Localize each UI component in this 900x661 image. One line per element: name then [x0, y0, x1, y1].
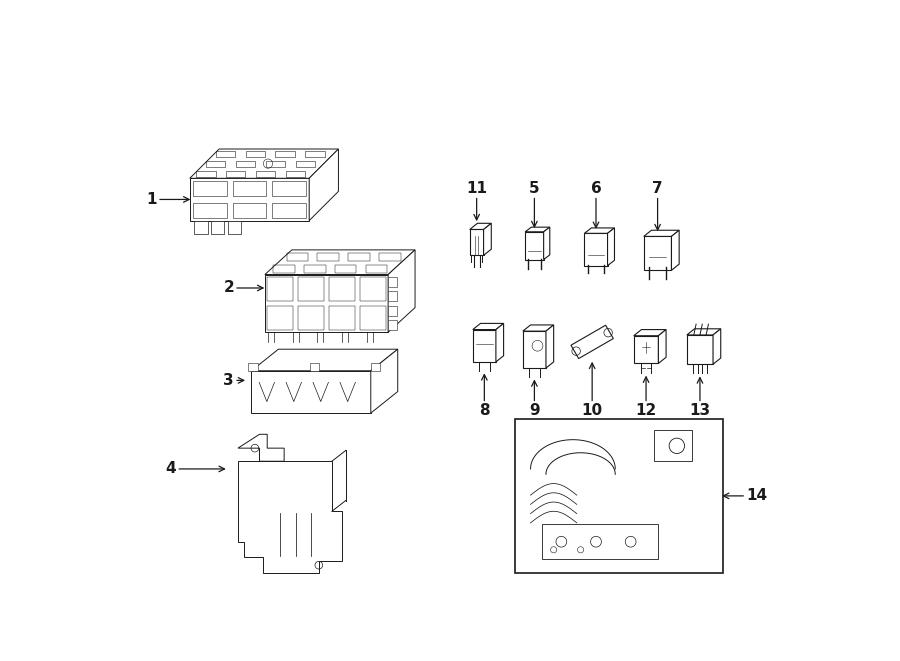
Polygon shape	[713, 329, 721, 364]
Polygon shape	[470, 229, 483, 255]
Polygon shape	[608, 228, 615, 266]
Polygon shape	[644, 237, 671, 270]
Polygon shape	[472, 330, 496, 362]
Polygon shape	[546, 325, 554, 368]
Polygon shape	[644, 230, 680, 237]
Text: 9: 9	[529, 403, 540, 418]
Text: 5: 5	[529, 180, 540, 196]
Text: 11: 11	[466, 180, 487, 196]
Polygon shape	[523, 325, 554, 331]
Polygon shape	[526, 232, 544, 260]
Polygon shape	[238, 461, 342, 573]
Polygon shape	[211, 221, 224, 235]
Polygon shape	[470, 223, 491, 229]
Text: 3: 3	[223, 373, 234, 388]
Polygon shape	[523, 331, 546, 368]
Polygon shape	[388, 277, 397, 287]
Polygon shape	[388, 320, 397, 330]
Polygon shape	[584, 233, 608, 266]
Polygon shape	[371, 349, 398, 413]
Polygon shape	[496, 323, 504, 362]
Polygon shape	[634, 336, 659, 364]
Polygon shape	[671, 230, 680, 270]
Text: 8: 8	[479, 403, 490, 418]
Polygon shape	[251, 349, 398, 371]
Polygon shape	[544, 227, 550, 260]
Text: 12: 12	[635, 403, 657, 418]
Polygon shape	[634, 330, 666, 336]
Polygon shape	[310, 363, 319, 371]
Polygon shape	[248, 363, 257, 371]
Polygon shape	[687, 329, 721, 335]
Text: 7: 7	[652, 180, 663, 196]
Polygon shape	[659, 330, 666, 364]
Polygon shape	[653, 430, 692, 461]
Polygon shape	[388, 305, 397, 315]
Text: 4: 4	[166, 461, 176, 477]
Polygon shape	[251, 371, 371, 413]
Polygon shape	[526, 227, 550, 232]
Polygon shape	[483, 223, 491, 255]
Text: 6: 6	[590, 180, 601, 196]
Polygon shape	[571, 325, 613, 358]
Polygon shape	[310, 149, 338, 221]
Polygon shape	[190, 149, 338, 178]
Polygon shape	[190, 178, 310, 221]
Polygon shape	[265, 250, 415, 274]
Text: 1: 1	[147, 192, 158, 207]
Polygon shape	[388, 250, 415, 332]
Text: 10: 10	[581, 403, 603, 418]
Text: 14: 14	[746, 488, 768, 504]
Polygon shape	[515, 419, 723, 573]
Polygon shape	[584, 228, 615, 233]
Polygon shape	[388, 292, 397, 301]
Polygon shape	[687, 335, 713, 364]
Text: 2: 2	[223, 280, 234, 295]
Polygon shape	[194, 221, 208, 235]
Polygon shape	[371, 363, 380, 371]
Text: 13: 13	[689, 403, 710, 418]
Polygon shape	[238, 434, 284, 461]
Polygon shape	[472, 323, 504, 330]
Polygon shape	[228, 221, 241, 235]
Polygon shape	[265, 274, 388, 332]
